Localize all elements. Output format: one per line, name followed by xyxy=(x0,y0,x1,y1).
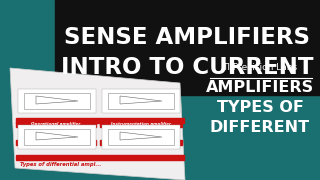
Bar xyxy=(108,129,174,145)
Bar xyxy=(55,0,320,95)
Bar xyxy=(108,93,174,109)
Text: Types of differential ampl...: Types of differential ampl... xyxy=(20,162,101,167)
Text: SENSE AMPLIFIERS: SENSE AMPLIFIERS xyxy=(64,26,310,50)
Bar xyxy=(16,118,184,123)
Bar xyxy=(18,125,96,149)
Bar xyxy=(100,122,182,127)
Text: Instrumentation amplifier: Instrumentation amplifier xyxy=(111,123,171,127)
Text: AMPLIFIERS: AMPLIFIERS xyxy=(206,80,314,94)
Text: DIFFERENT: DIFFERENT xyxy=(210,120,310,136)
Polygon shape xyxy=(10,68,185,180)
Bar xyxy=(102,125,180,149)
Text: Current-feedback amplifier: Current-feedback amplifier xyxy=(110,141,172,145)
Text: TI Precision Labs: TI Precision Labs xyxy=(222,64,298,73)
Bar xyxy=(100,140,182,145)
Bar xyxy=(24,129,90,145)
Text: Difference amplifier: Difference amplifier xyxy=(33,141,79,145)
Bar xyxy=(16,155,184,160)
Text: TYPES OF: TYPES OF xyxy=(217,100,303,116)
Text: Operational amplifier: Operational amplifier xyxy=(31,123,81,127)
Bar xyxy=(102,89,180,113)
Bar xyxy=(18,89,96,113)
Bar xyxy=(16,122,96,127)
Text: INTRO TO CURRENT: INTRO TO CURRENT xyxy=(61,57,313,80)
Bar xyxy=(16,140,96,145)
Bar xyxy=(24,93,90,109)
